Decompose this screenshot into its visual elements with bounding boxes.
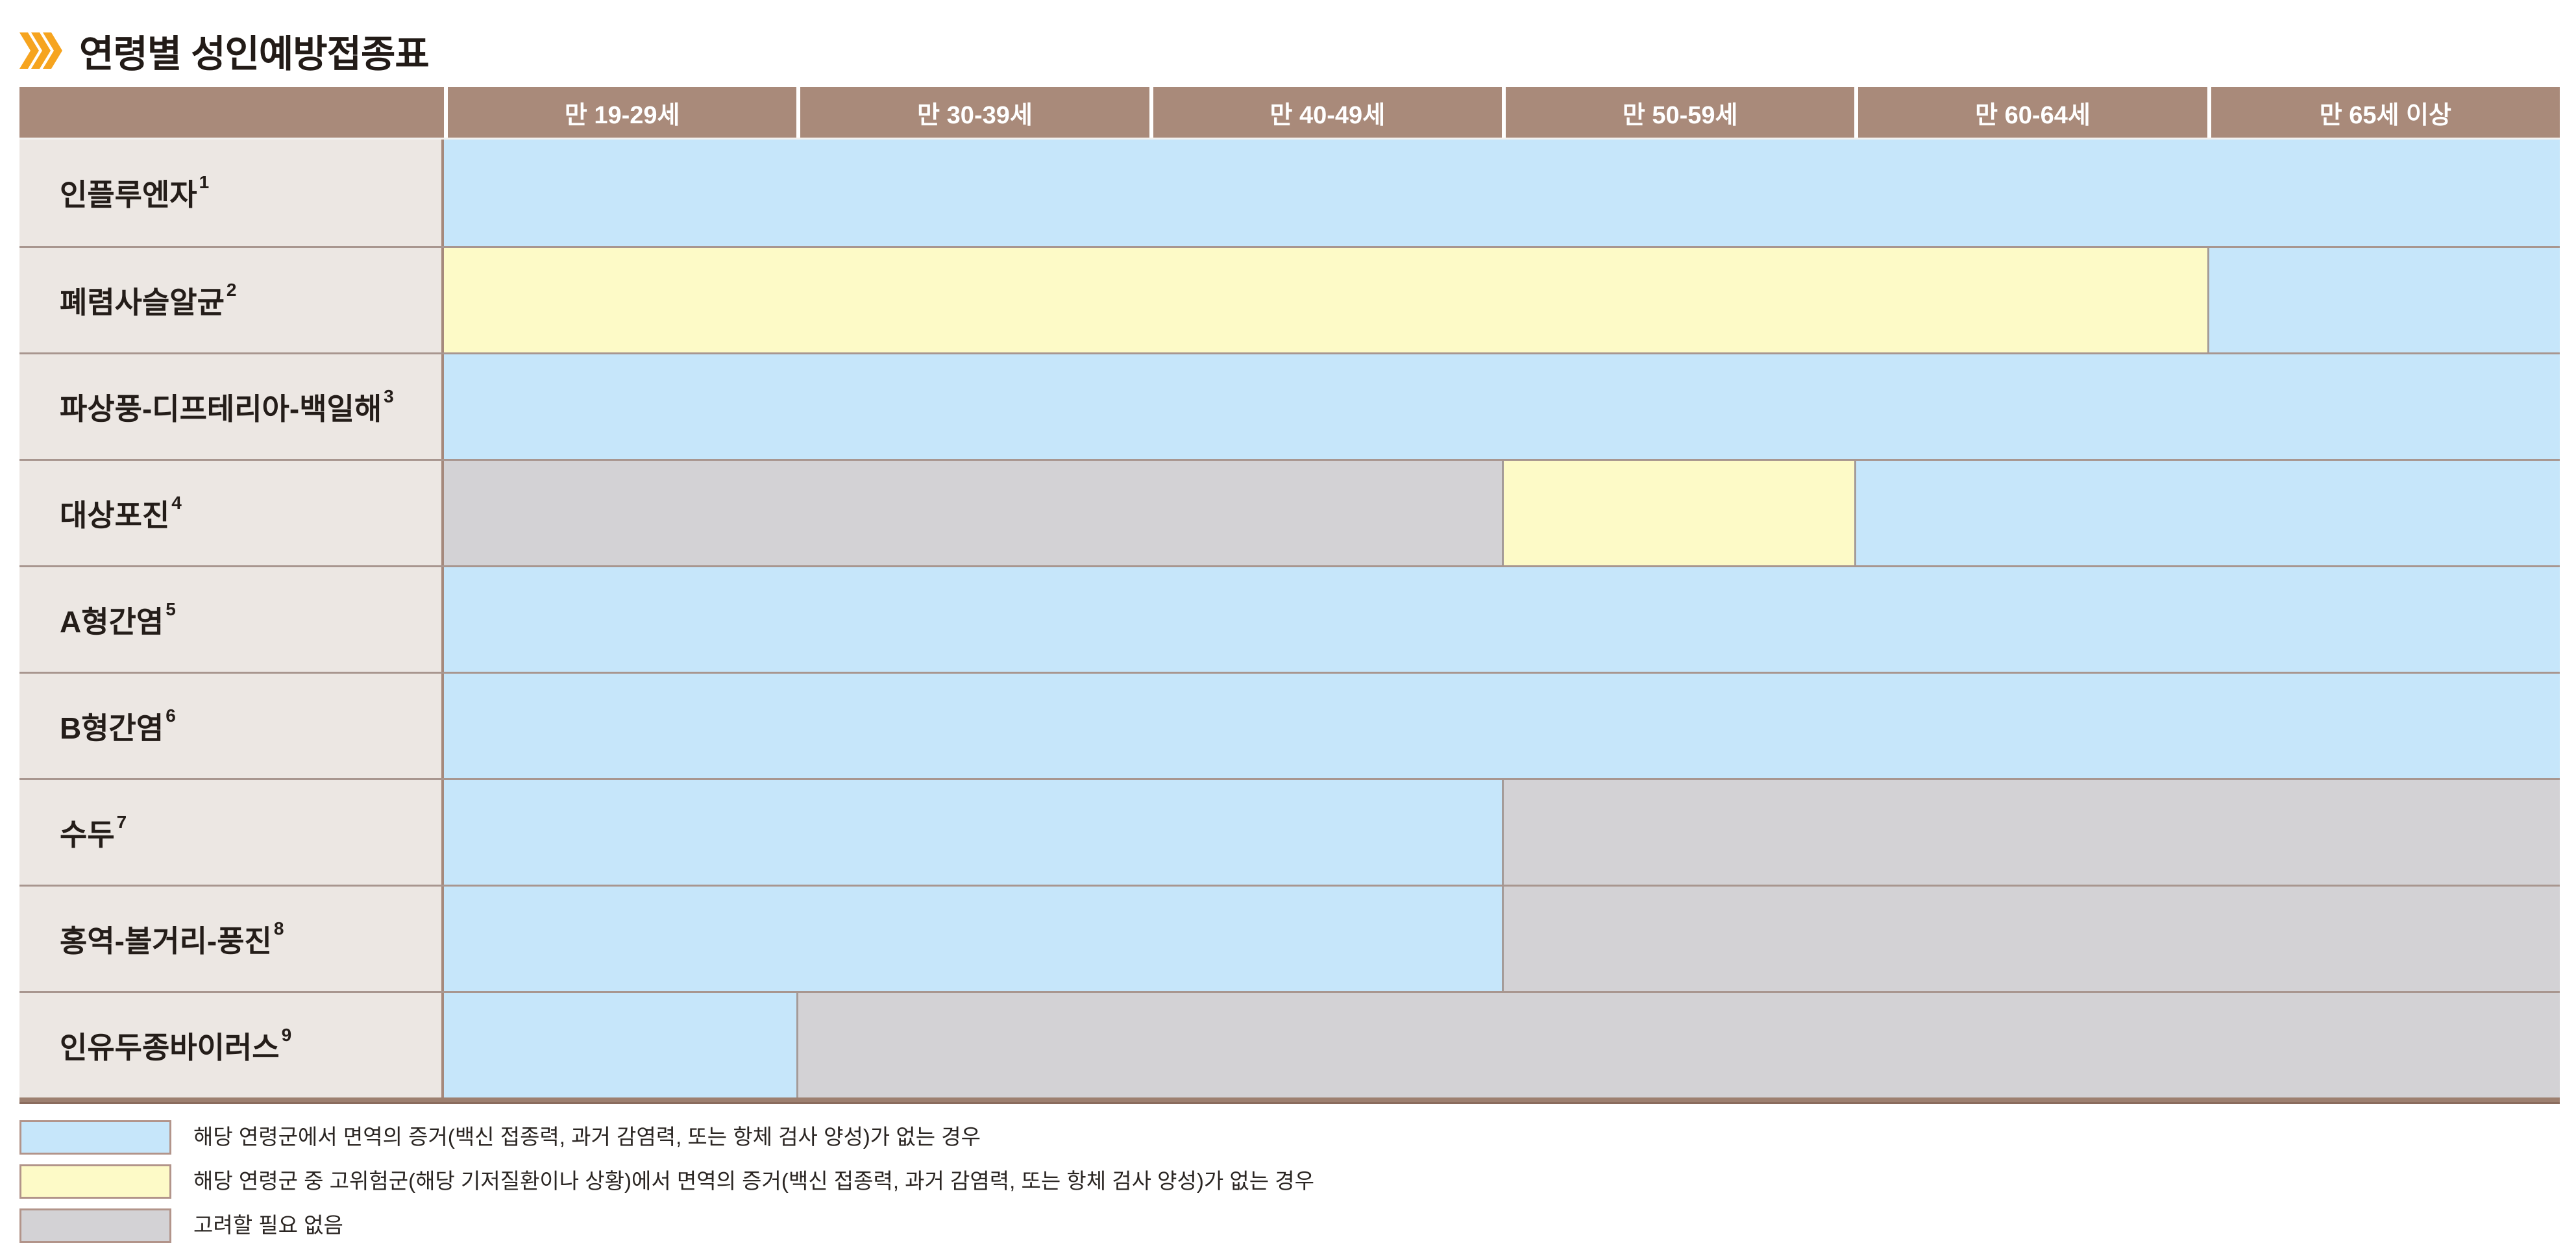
vaccine-label: 대상포진 4	[19, 461, 444, 565]
legend-label: 해당 연령군 중 고위험군(해당 기저질환이나 상황)에서 면역의 증거(백신 …	[193, 1169, 1314, 1194]
vaccine-label: 인플루엔자 1	[19, 140, 444, 246]
page-title: 연령별 성인예방접종표	[79, 33, 430, 75]
vaccine-label: 수두 7	[19, 780, 444, 885]
table-row: B형간염 6	[19, 672, 2560, 778]
footnote-number: 1	[199, 172, 210, 192]
column-header: 만 40-49세	[1149, 87, 1502, 138]
band-segment-blue	[444, 567, 2560, 672]
table-row: 인유두종바이러스 9	[19, 991, 2560, 1097]
table-body: 인플루엔자 1 폐렴사슬알균 2 파상풍-디프테리아-백일해 3 대상포진 4 A형간염 5 B형간…	[19, 140, 2560, 1097]
table-row: 인플루엔자 1	[19, 140, 2560, 246]
legend-label: 해당 연령군에서 면역의 증거(백신 접종력, 과거 감염력, 또는 항체 검사…	[193, 1125, 981, 1149]
legend-item: 해당 연령군에서 면역의 증거(백신 접종력, 과거 감염력, 또는 항체 검사…	[19, 1120, 1314, 1155]
legend-swatch-yellow	[19, 1164, 171, 1199]
table-row: 폐렴사슬알균 2	[19, 246, 2560, 352]
triple-chevron-icon	[19, 32, 62, 69]
column-header: 만 60-64세	[1854, 87, 2207, 138]
table-row: 홍역-볼거리-풍진 8	[19, 885, 2560, 991]
footnote-number: 3	[384, 386, 394, 406]
age-band	[444, 567, 2560, 672]
band-segment-blue	[444, 140, 2560, 246]
vaccine-label: 인유두종바이러스 9	[19, 993, 444, 1097]
legend-item: 해당 연령군 중 고위험군(해당 기저질환이나 상황)에서 면역의 증거(백신 …	[19, 1164, 1314, 1199]
band-segment-gray	[1502, 780, 2560, 885]
table-header: 만 19-29세 만 30-39세 만 40-49세 만 50-59세 만 60-64세…	[19, 87, 2560, 140]
vaccine-label: 파상풍-디프테리아-백일해 3	[19, 354, 444, 459]
column-header: 만 19-29세	[444, 87, 797, 138]
band-segment-blue	[444, 993, 797, 1097]
table-bottom-bar	[19, 1097, 2560, 1104]
legend-item: 고려할 필요 없음	[19, 1208, 1314, 1243]
age-band	[444, 674, 2560, 778]
page-title-row: 연령별 성인예방접종표	[19, 23, 430, 78]
band-segment-gray	[796, 993, 2560, 1097]
vaccine-label: 폐렴사슬알균 2	[19, 248, 444, 352]
age-band	[444, 140, 2560, 246]
legend-swatch-gray	[19, 1208, 171, 1243]
table-row: 대상포진 4	[19, 459, 2560, 565]
band-segment-blue	[444, 887, 1502, 991]
age-band	[444, 887, 2560, 991]
footnote-number: 4	[171, 492, 182, 513]
band-segment-yellow	[444, 248, 2207, 352]
vaccine-label: 홍역-볼거리-풍진 8	[19, 887, 444, 991]
footnote-number: 9	[281, 1024, 292, 1045]
band-segment-blue	[444, 354, 2560, 459]
legend-swatch-blue	[19, 1120, 171, 1155]
footnote-number: 8	[273, 918, 284, 938]
age-band	[444, 248, 2560, 352]
band-segment-yellow	[1502, 461, 1855, 565]
age-band	[444, 993, 2560, 1097]
vaccine-label: A형간염 5	[19, 567, 444, 672]
band-segment-gray	[1502, 887, 2560, 991]
legend: 해당 연령군에서 면역의 증거(백신 접종력, 과거 감염력, 또는 항체 검사…	[19, 1120, 1314, 1250]
footnote-number: 6	[166, 705, 176, 726]
band-segment-blue	[2207, 248, 2560, 352]
table-row: 수두 7	[19, 778, 2560, 885]
band-segment-blue	[444, 674, 2560, 778]
footnote-number: 2	[226, 279, 237, 300]
header-label-spacer	[19, 87, 444, 138]
vaccination-table: 만 19-29세 만 30-39세 만 40-49세 만 50-59세 만 60-64세…	[19, 87, 2560, 1104]
age-band	[444, 354, 2560, 459]
band-segment-blue	[444, 780, 1502, 885]
vaccine-label: B형간염 6	[19, 674, 444, 778]
table-row: 파상풍-디프테리아-백일해 3	[19, 352, 2560, 459]
column-header: 만 50-59세	[1501, 87, 1855, 138]
table-row: A형간염 5	[19, 565, 2560, 672]
column-header: 만 30-39세	[796, 87, 1149, 138]
footnote-number: 5	[166, 598, 176, 619]
column-header: 만 65세 이상	[2207, 87, 2560, 138]
age-band	[444, 780, 2560, 885]
band-segment-gray	[444, 461, 1502, 565]
footnote-number: 7	[116, 811, 127, 832]
age-band	[444, 461, 2560, 565]
band-segment-blue	[1854, 461, 2560, 565]
legend-label: 고려할 필요 없음	[193, 1213, 343, 1238]
